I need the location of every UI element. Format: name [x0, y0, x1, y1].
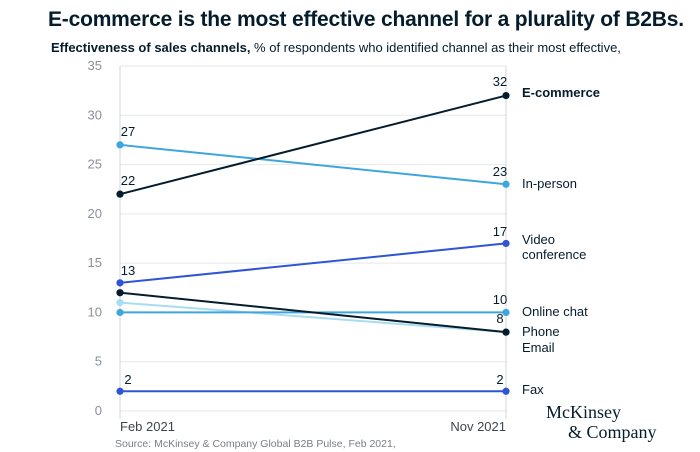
point-online-chat-end: [502, 308, 510, 317]
series-label-online-chat: Online chat: [522, 304, 588, 319]
point-fax-start: [116, 387, 124, 395]
chart-title: E-commerce is the most effective channel…: [48, 8, 684, 31]
point-e-commerce-end: [502, 91, 510, 100]
data-label-fax-end: 2: [496, 372, 503, 387]
y-tick-label: 15: [88, 255, 102, 270]
data-label-video-conference-end: 17: [493, 224, 507, 239]
subtitle-rest: % of respondents who identified channel …: [250, 40, 621, 55]
point-email-start: [116, 298, 124, 307]
logo-line-1: McKinsey: [546, 402, 621, 422]
series-line-phone: [119, 291, 507, 334]
series-line-video-conference: [119, 242, 507, 284]
point-fax-end: [502, 387, 510, 395]
data-label-online-chat-end: 10: [493, 292, 507, 307]
data-label-e-commerce-end: 32: [493, 74, 507, 89]
x-tick-label: Nov 2021: [450, 419, 506, 434]
y-tick-label: 10: [88, 304, 102, 319]
series-label-in-person: In-person: [522, 176, 577, 191]
data-label-in-person-start: 27: [121, 124, 135, 139]
point-e-commerce-start: [116, 190, 124, 198]
x-tick-label: Feb 2021: [120, 419, 175, 434]
series-label-video-conference: conference: [522, 247, 586, 262]
data-label-in-person-end: 23: [493, 164, 507, 179]
y-tick-label: 35: [88, 58, 102, 73]
series-line-in-person: [119, 143, 507, 186]
point-video-conference-start: [116, 279, 124, 287]
point-online-chat-start: [116, 308, 124, 317]
point-video-conference-end: [502, 239, 510, 248]
point-phone-start: [116, 289, 124, 297]
point-in-person-end: [502, 180, 510, 188]
y-tick-label: 25: [88, 157, 102, 172]
y-tick-label: 5: [95, 354, 102, 369]
data-label-video-conference-start: 13: [121, 263, 135, 278]
logo-line-2: & Company: [568, 422, 657, 442]
series-label-phone: Phone: [522, 324, 560, 339]
source-note: Source: McKinsey & Company Global B2B Pu…: [115, 438, 396, 450]
y-tick-label: 20: [88, 206, 102, 221]
y-tick-label: 30: [88, 107, 102, 122]
series-label-fax: Fax: [522, 382, 544, 397]
data-label-e-commerce-start: 22: [121, 173, 135, 188]
point-phone-end: [502, 328, 510, 336]
series-label-e-commerce: E-commerce: [522, 85, 600, 100]
point-in-person-start: [116, 141, 124, 149]
series-label-video-conference: Video: [522, 232, 555, 247]
series-line-email: [119, 301, 507, 334]
series-line-e-commerce: [119, 94, 507, 196]
chart-subtitle: Effectiveness of sales channels, % of re…: [51, 40, 621, 55]
series-label-email: Email: [522, 340, 555, 355]
subtitle-bold: Effectiveness of sales channels,: [51, 40, 251, 55]
data-label-phone-end: 8: [496, 311, 503, 326]
data-label-fax-start: 2: [124, 372, 131, 387]
y-tick-label: 0: [95, 403, 102, 418]
mckinsey-logo: McKinsey & Company: [546, 402, 657, 442]
